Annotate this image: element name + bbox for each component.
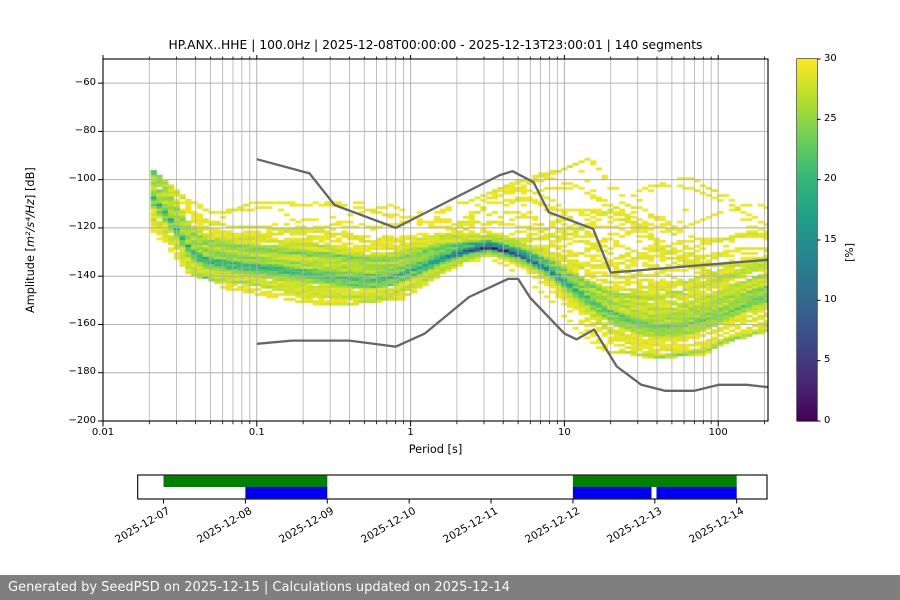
x-tick-label: 100	[708, 427, 728, 438]
colorbar-tick-label: 20	[824, 173, 837, 185]
colorbar-gradient	[797, 59, 817, 421]
colorbar-tick-label: 5	[824, 354, 831, 366]
y-axis-label: Amplitude [m²/s⁴/Hz] [dB]	[24, 59, 37, 421]
y-tick-label: −180	[68, 366, 96, 378]
y-axis-label-prefix: Amplitude [	[24, 246, 37, 313]
y-axis-label-units: m²/s⁴/Hz	[24, 198, 37, 247]
y-tick-label: −160	[68, 317, 96, 329]
x-axis-label: Period [s]	[408, 443, 463, 456]
colorbar-tick-label: 30	[824, 52, 837, 64]
y-axis-label-suffix: ] [dB]	[24, 167, 37, 199]
x-tick-label: 10	[558, 427, 571, 438]
colorbar-label: [%]	[843, 242, 856, 262]
footer-bar: Generated by SeedPSD on 2025-12-15 | Cal…	[0, 575, 900, 600]
y-tick-label: −200	[68, 414, 96, 426]
x-tick-label: 1	[407, 427, 414, 438]
x-tick-label: 0.01	[91, 427, 115, 438]
colorbar-tick-label: 10	[824, 293, 837, 305]
y-tick-label: −140	[68, 269, 96, 281]
colorbar-tick-label: 25	[824, 112, 837, 124]
x-tick-label: 0.1	[248, 427, 265, 438]
y-tick-label: −60	[74, 76, 96, 88]
plot-title: HP.ANX..HHE | 100.0Hz | 2025-12-08T00:00…	[168, 38, 703, 52]
y-tick-label: −100	[68, 173, 96, 185]
y-tick-label: −80	[74, 124, 96, 136]
colorbar-tick-label: 15	[824, 233, 837, 245]
y-tick-label: −120	[68, 221, 96, 233]
colorbar-tick-label: 0	[824, 414, 831, 426]
